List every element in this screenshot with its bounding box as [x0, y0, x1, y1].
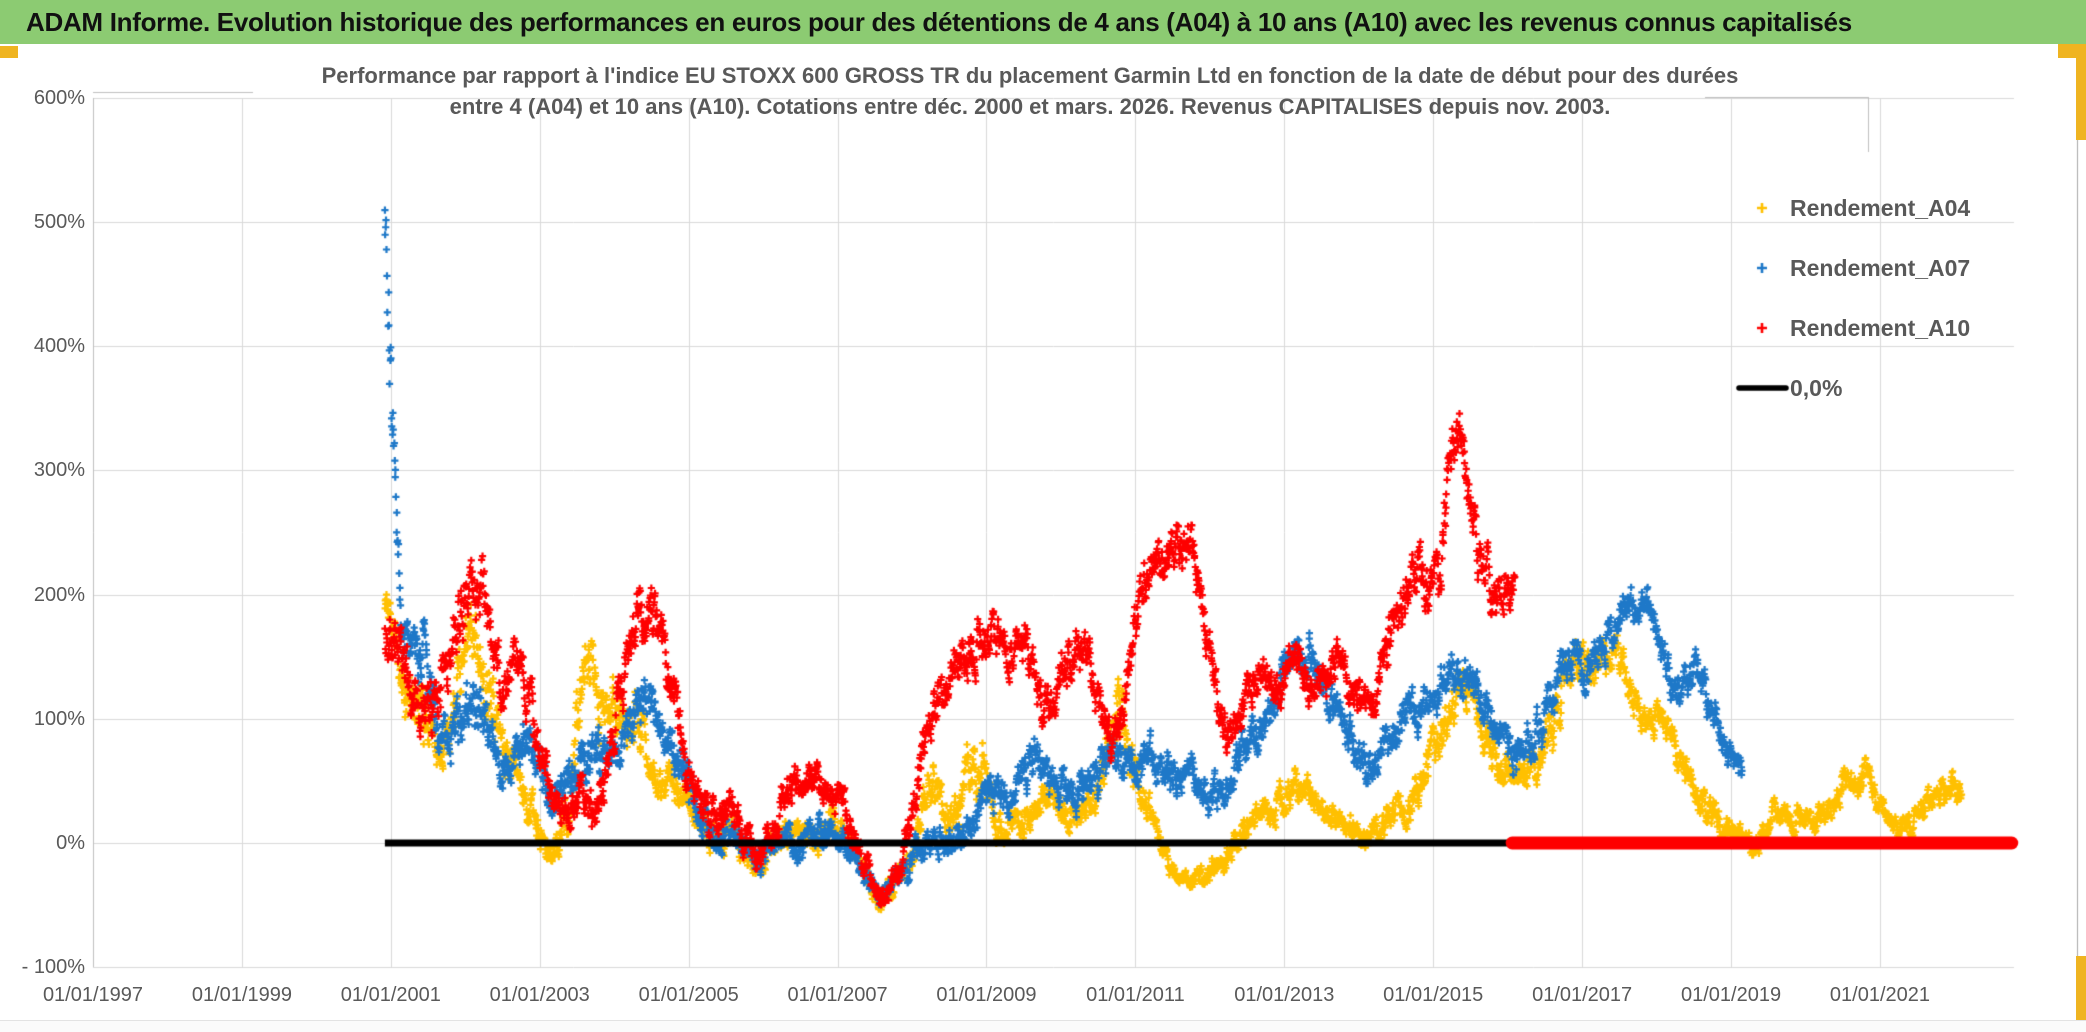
x-tick-label: 01/01/2011 — [1086, 984, 1185, 1006]
x-tick-label: 01/01/1997 — [42, 984, 144, 1006]
legend-item-0-0-: 0,0% — [1790, 375, 1843, 401]
x-tick-label: 01/01/1999 — [191, 984, 292, 1006]
accent-right-bottom — [2076, 956, 2086, 1031]
y-tick-label: 100% — [33, 707, 85, 730]
x-tick-label: 01/01/2019 — [1680, 984, 1782, 1006]
chart-title-line2: entre 4 (A04) et 10 ans (A10). Cotations… — [449, 94, 1611, 119]
x-tick-label: 01/01/2017 — [1532, 984, 1633, 1006]
y-tick-label: 400% — [33, 335, 85, 358]
x-tick-label: 01/01/2013 — [1234, 984, 1335, 1006]
x-tick-label: 01/01/2007 — [787, 984, 888, 1006]
accent-right-top — [2076, 44, 2086, 140]
chart-title: Performance par rapport à l'indice EU ST… — [150, 60, 1910, 122]
y-tick-label: - 100% — [21, 956, 85, 979]
legend-item-rendement-a10: Rendement_A10 — [1790, 315, 1971, 341]
legend-item-rendement-a07: Rendement_A07 — [1790, 255, 1971, 281]
x-tick-label: 01/01/2015 — [1383, 984, 1484, 1006]
x-tick-label: 01/01/2021 — [1829, 984, 1931, 1006]
x-tick-label: 01/01/2001 — [340, 984, 441, 1006]
x-tick-label: 01/01/2005 — [638, 984, 739, 1006]
legend-item-rendement-a04: Rendement_A04 — [1790, 195, 1971, 221]
page-title: ADAM Informe. Evolution historique des p… — [26, 6, 1852, 37]
y-tick-label: 200% — [33, 583, 85, 606]
bottom-strip — [0, 1020, 2086, 1032]
y-tick-label: 300% — [33, 459, 85, 482]
header-bar: ADAM Informe. Evolution historique des p… — [0, 0, 2086, 44]
y-tick-label: 0% — [56, 832, 85, 854]
x-tick-label: 01/01/2003 — [489, 984, 590, 1006]
y-tick-label: 500% — [33, 211, 85, 234]
x-tick-label: 01/01/2009 — [936, 984, 1037, 1006]
y-tick-label: 600% — [33, 86, 85, 109]
accent-top-left — [0, 46, 18, 58]
chart-title-line1: Performance par rapport à l'indice EU ST… — [321, 63, 1739, 88]
